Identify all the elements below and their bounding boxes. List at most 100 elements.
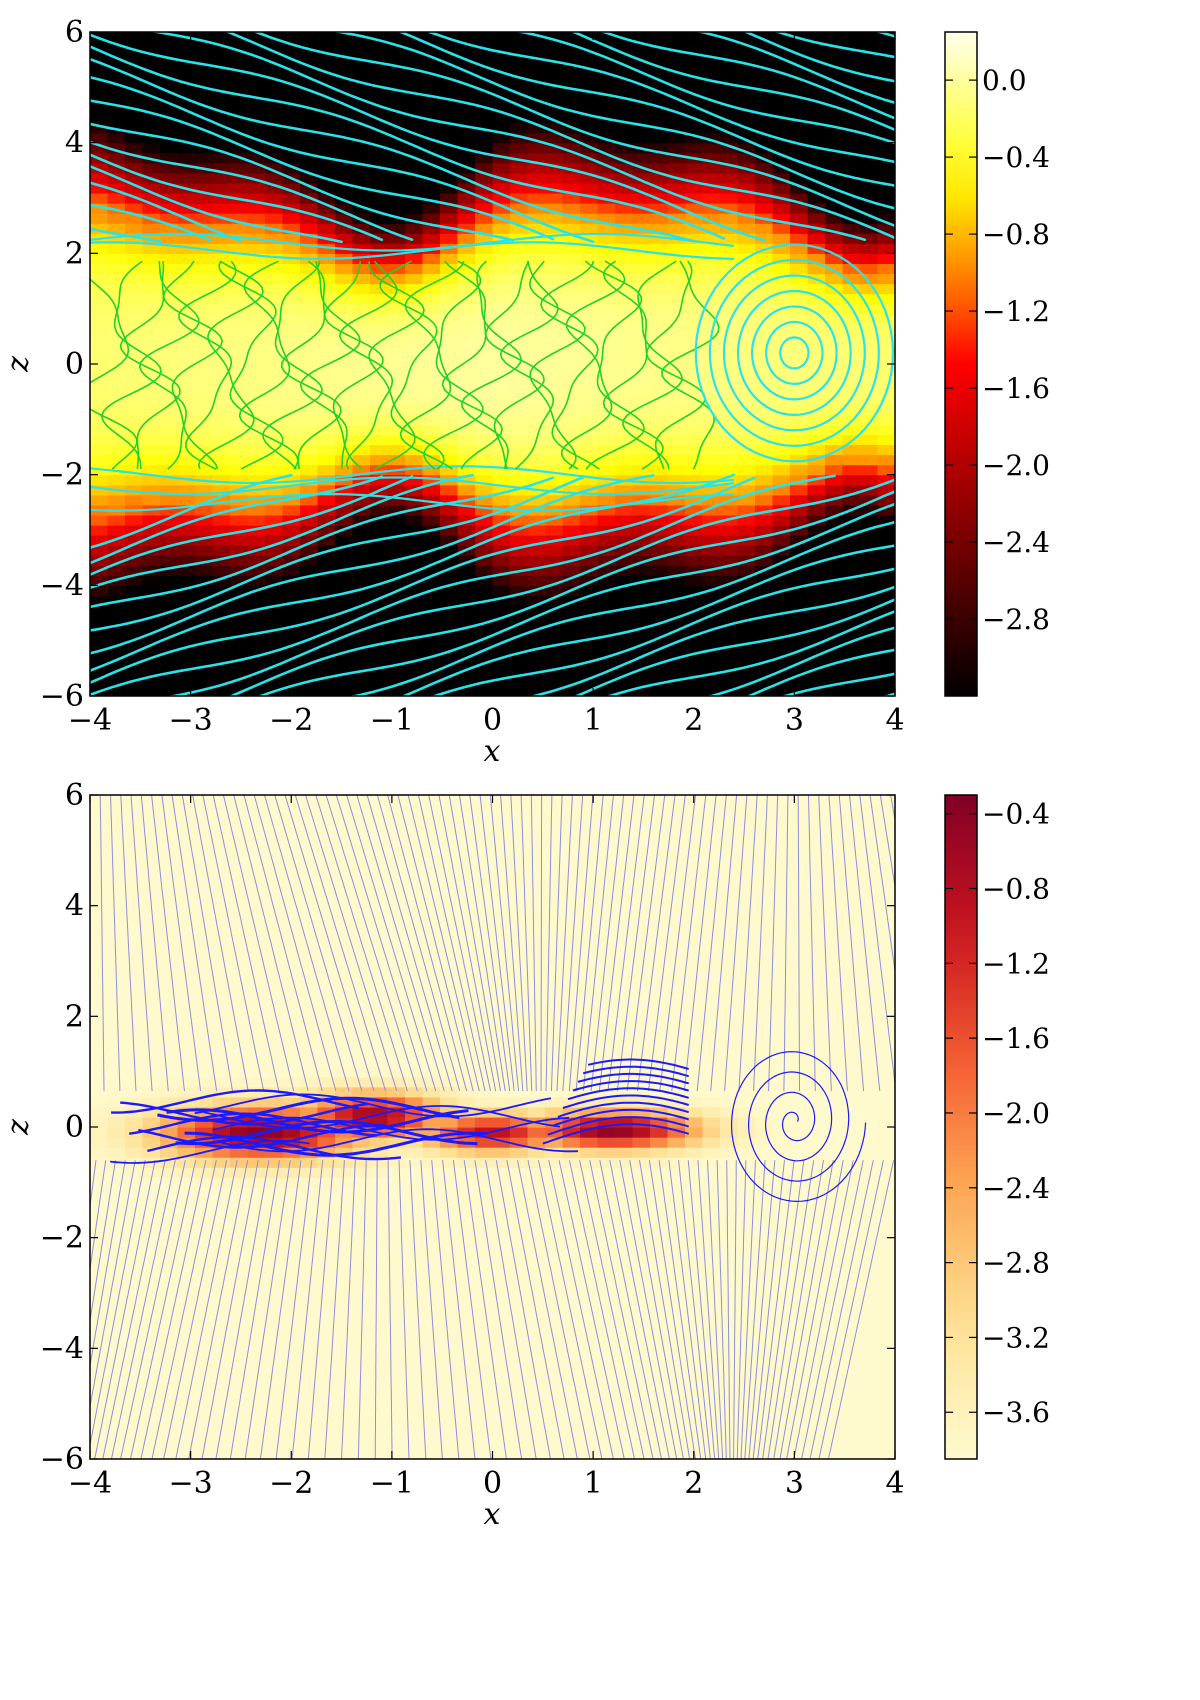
heatmap-cell <box>772 323 791 335</box>
heatmap-cell <box>282 825 301 836</box>
heatmap-cell <box>387 855 406 867</box>
heatmap-cell <box>212 92 231 104</box>
heatmap-cell <box>387 374 406 385</box>
heatmap-cell <box>737 172 756 184</box>
heatmap-cell <box>282 1116 301 1128</box>
heatmap-cell <box>370 675 389 687</box>
heatmap-cell <box>177 1036 196 1048</box>
streamline <box>90 57 696 243</box>
heatmap-cell <box>300 815 319 826</box>
heatmap-cell <box>300 92 319 104</box>
heatmap-cell <box>632 394 651 405</box>
heatmap-cell <box>457 364 476 375</box>
heatmap-cell <box>90 303 109 315</box>
heatmap-cell <box>580 333 599 345</box>
heatmap-cell <box>667 444 686 456</box>
heatmap-cell <box>300 565 319 576</box>
heatmap-cell <box>387 615 406 627</box>
heatmap-cell <box>860 434 879 446</box>
heatmap-cell <box>300 42 319 53</box>
heatmap-cell <box>195 1438 214 1450</box>
heatmap-cell <box>247 895 266 907</box>
heatmap-cell <box>492 645 511 657</box>
heatmap-cell <box>440 414 459 425</box>
heatmap-cell <box>212 625 231 637</box>
heatmap-cell <box>160 92 179 104</box>
heatmap-cell <box>405 1438 424 1450</box>
heatmap-cell <box>195 494 214 506</box>
heatmap-cell <box>510 1408 529 1420</box>
heatmap-cell <box>195 1096 214 1108</box>
heatmap-cell <box>247 865 266 877</box>
heatmap-cell <box>352 585 371 596</box>
heatmap-cell <box>107 675 126 687</box>
heatmap-cell <box>160 1197 179 1209</box>
heatmap-cell <box>685 62 704 73</box>
heatmap-cell <box>615 192 634 204</box>
heatmap-cell <box>247 855 266 867</box>
heatmap-cell <box>90 986 109 997</box>
heatmap-cell <box>387 1016 406 1027</box>
heatmap-cell <box>387 1408 406 1420</box>
heatmap-cell <box>650 474 669 486</box>
heatmap-cell <box>160 625 179 637</box>
heatmap-cell <box>90 895 109 907</box>
heatmap-cell <box>230 424 249 436</box>
heatmap-cell <box>90 1448 109 1459</box>
heatmap-cell <box>212 32 231 43</box>
heatmap-cell <box>247 474 266 486</box>
heatmap-cell <box>650 273 669 285</box>
heatmap-cell <box>212 1006 231 1017</box>
heatmap-cell <box>125 454 144 466</box>
heatmap-cell <box>90 835 109 846</box>
heatmap-cell <box>195 1167 214 1178</box>
heatmap-cell <box>370 1237 389 1249</box>
heatmap-cell <box>685 494 704 506</box>
heatmap-cell <box>212 172 231 184</box>
heatmap-cell <box>247 132 266 144</box>
heatmap-cell <box>142 203 161 214</box>
heatmap-cell <box>195 323 214 335</box>
heatmap-cell <box>90 915 109 927</box>
heatmap-cell <box>597 323 616 335</box>
heatmap-cell <box>247 615 266 627</box>
heatmap-cell <box>860 213 879 224</box>
heatmap-cell <box>352 273 371 285</box>
heatmap-cell <box>440 1448 459 1459</box>
heatmap-cell <box>457 1237 476 1249</box>
heatmap-cell <box>527 142 546 154</box>
heatmap-cell <box>212 182 231 194</box>
heatmap-cell <box>247 1398 266 1410</box>
heatmap-cell <box>282 1257 301 1269</box>
heatmap-cell <box>422 102 441 114</box>
heatmap-cell <box>300 915 319 927</box>
heatmap-cell <box>212 845 231 856</box>
heatmap-cell <box>160 1056 179 1068</box>
heatmap-cell <box>440 1157 459 1168</box>
heatmap-cell <box>352 1298 371 1309</box>
heatmap-cell <box>597 384 616 395</box>
streamline <box>90 476 756 685</box>
heatmap-cell <box>667 152 686 164</box>
heatmap-cell <box>265 213 284 224</box>
heatmap-cell <box>755 203 774 214</box>
streamline <box>90 122 514 242</box>
heatmap-cell <box>160 343 179 355</box>
heatmap-cell <box>125 1177 144 1188</box>
heatmap-cell <box>107 1086 126 1098</box>
heatmap-cell <box>247 795 266 806</box>
heatmap-cell <box>142 825 161 836</box>
heatmap-cell <box>755 303 774 315</box>
heatmap-cell <box>405 935 424 947</box>
heatmap-cell <box>177 905 196 917</box>
heatmap-cell <box>90 1287 109 1299</box>
heatmap-cell <box>510 976 529 987</box>
heatmap-cell <box>877 394 895 405</box>
heatmap-cell <box>90 996 109 1007</box>
heatmap-cell <box>125 845 144 856</box>
streamline <box>280 260 342 470</box>
heatmap-cell <box>195 1287 214 1299</box>
heatmap-cell <box>265 595 284 607</box>
heatmap-cell <box>370 925 389 937</box>
heatmap-cell <box>195 32 214 43</box>
